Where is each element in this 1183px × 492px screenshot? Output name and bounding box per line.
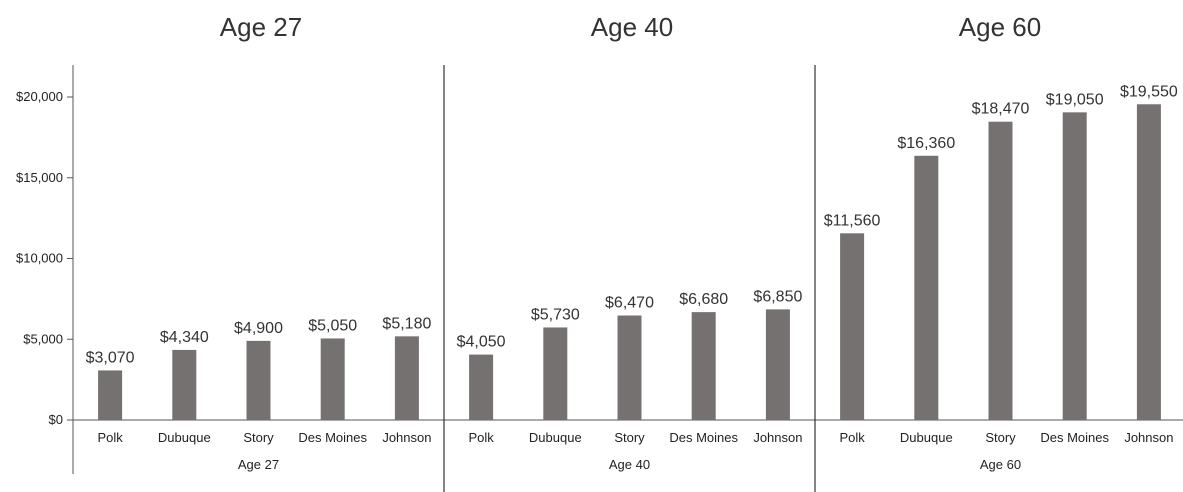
data-label: $18,470 <box>972 101 1030 118</box>
x-tick-label: Story <box>243 430 274 445</box>
x-tick-label: Polk <box>468 430 494 445</box>
group-label: Age 60 <box>980 457 1021 472</box>
x-tick-label: Johnson <box>382 430 431 445</box>
x-tick-label: Dubuque <box>529 430 582 445</box>
data-label: $5,730 <box>531 306 580 323</box>
bar-age-27-johnson <box>394 336 419 420</box>
x-tick-label: Polk <box>97 430 123 445</box>
x-tick-label: Johnson <box>1124 430 1173 445</box>
group-label: Age 40 <box>609 457 650 472</box>
bar-age-40-johnson <box>765 309 790 420</box>
x-tick-label: Story <box>614 430 645 445</box>
bar-age-40-dubuque <box>543 327 568 420</box>
y-tick-label: $15,000 <box>16 170 63 185</box>
x-tick-label: Des Moines <box>1040 430 1109 445</box>
panel-titles: Age 27 Age 40 Age 60 <box>220 12 1041 42</box>
data-label: $6,850 <box>753 288 802 305</box>
bar-age-60-johnson <box>1136 104 1161 420</box>
data-label: $3,070 <box>86 349 135 366</box>
y-axis-ticks: $0 $5,000 $10,000 $15,000 $20,000 <box>16 89 73 427</box>
panel-title-age-60: Age 60 <box>959 12 1041 42</box>
data-label: $19,050 <box>1046 91 1104 108</box>
bar-age-27-dubuque <box>172 349 197 420</box>
y-tick-label: $0 <box>49 412 63 427</box>
x-tick-label: Johnson <box>753 430 802 445</box>
x-tick-label: Polk <box>839 430 865 445</box>
bars: $3,070 $4,340 $4,900 $5,050 $5,180 $4,050 $5,7… <box>86 83 1178 420</box>
data-label: $5,050 <box>308 317 357 334</box>
panel-title-age-40: Age 40 <box>591 12 673 42</box>
group-label: Age 27 <box>238 457 279 472</box>
bar-age-40-des-moines <box>691 312 716 420</box>
bar-age-27-des-moines <box>320 338 345 420</box>
data-label: $4,050 <box>457 334 506 351</box>
x-tick-label: Des Moines <box>669 430 738 445</box>
x-tick-label: Story <box>985 430 1016 445</box>
x-tick-label: Dubuque <box>900 430 953 445</box>
bar-age-60-story <box>988 121 1013 420</box>
bar-age-27-story <box>246 340 271 420</box>
data-label: $5,180 <box>382 315 431 332</box>
data-label: $11,560 <box>824 212 881 229</box>
y-tick-label: $20,000 <box>16 89 63 104</box>
y-tick-label: $5,000 <box>23 331 63 346</box>
y-tick-label: $10,000 <box>16 251 63 266</box>
bar-age-27-polk <box>98 370 123 420</box>
bar-age-60-polk <box>840 233 865 420</box>
bar-age-60-des-moines <box>1062 112 1087 420</box>
panel-title-age-27: Age 27 <box>220 12 302 42</box>
x-tick-label: Des Moines <box>298 430 367 445</box>
data-label: $19,550 <box>1120 83 1178 100</box>
data-label: $4,340 <box>160 329 209 346</box>
data-label: $6,680 <box>679 291 728 308</box>
x-tick-label: Dubuque <box>158 430 211 445</box>
bar-age-40-polk <box>469 354 494 420</box>
bar-age-60-dubuque <box>914 155 939 420</box>
bar-age-40-story <box>617 315 642 420</box>
data-label: $6,470 <box>605 295 654 312</box>
data-label: $16,360 <box>897 135 955 152</box>
x-axis-labels: Polk Dubuque Story Des Moines Johnson Age 27 P… <box>97 430 1173 472</box>
axes <box>72 65 1183 492</box>
data-label: $4,900 <box>234 320 283 337</box>
